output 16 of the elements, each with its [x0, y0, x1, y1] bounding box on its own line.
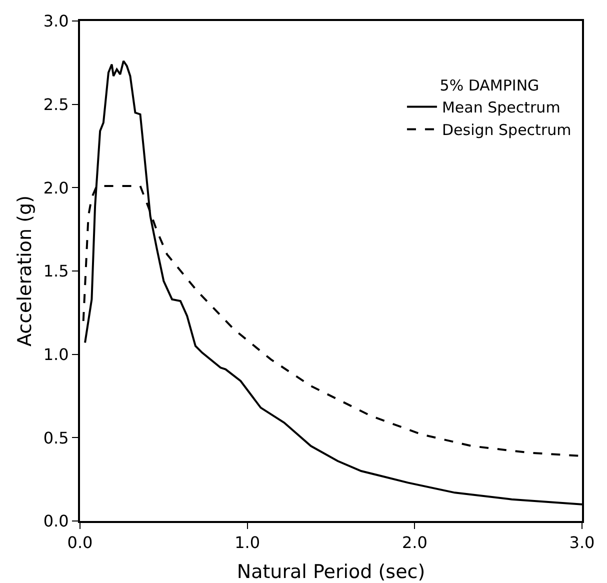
legend-label: Mean Spectrum: [442, 98, 560, 117]
x-tick-label: 0.0: [67, 533, 93, 552]
x-tick-label: 3.0: [569, 533, 595, 552]
legend-label: Design Spectrum: [442, 121, 572, 140]
y-axis-title: Acceleration (g): [14, 196, 36, 346]
y-tick-label: 0.0: [43, 512, 69, 531]
y-tick-label: 2.0: [43, 178, 69, 198]
y-tick-label: 0.5: [43, 428, 69, 448]
y-tick-label: 3.0: [43, 12, 69, 31]
x-tick-label: 1.0: [234, 533, 260, 552]
y-tick-label: 1.5: [43, 262, 69, 281]
y-tick-label: 1.0: [43, 344, 69, 364]
x-axis-title: Natural Period (sec): [236, 561, 426, 583]
y-tick-label: 2.5: [43, 94, 69, 114]
legend-title: 5% DAMPING: [440, 76, 540, 94]
x-tick-label: 2.0: [402, 533, 428, 552]
